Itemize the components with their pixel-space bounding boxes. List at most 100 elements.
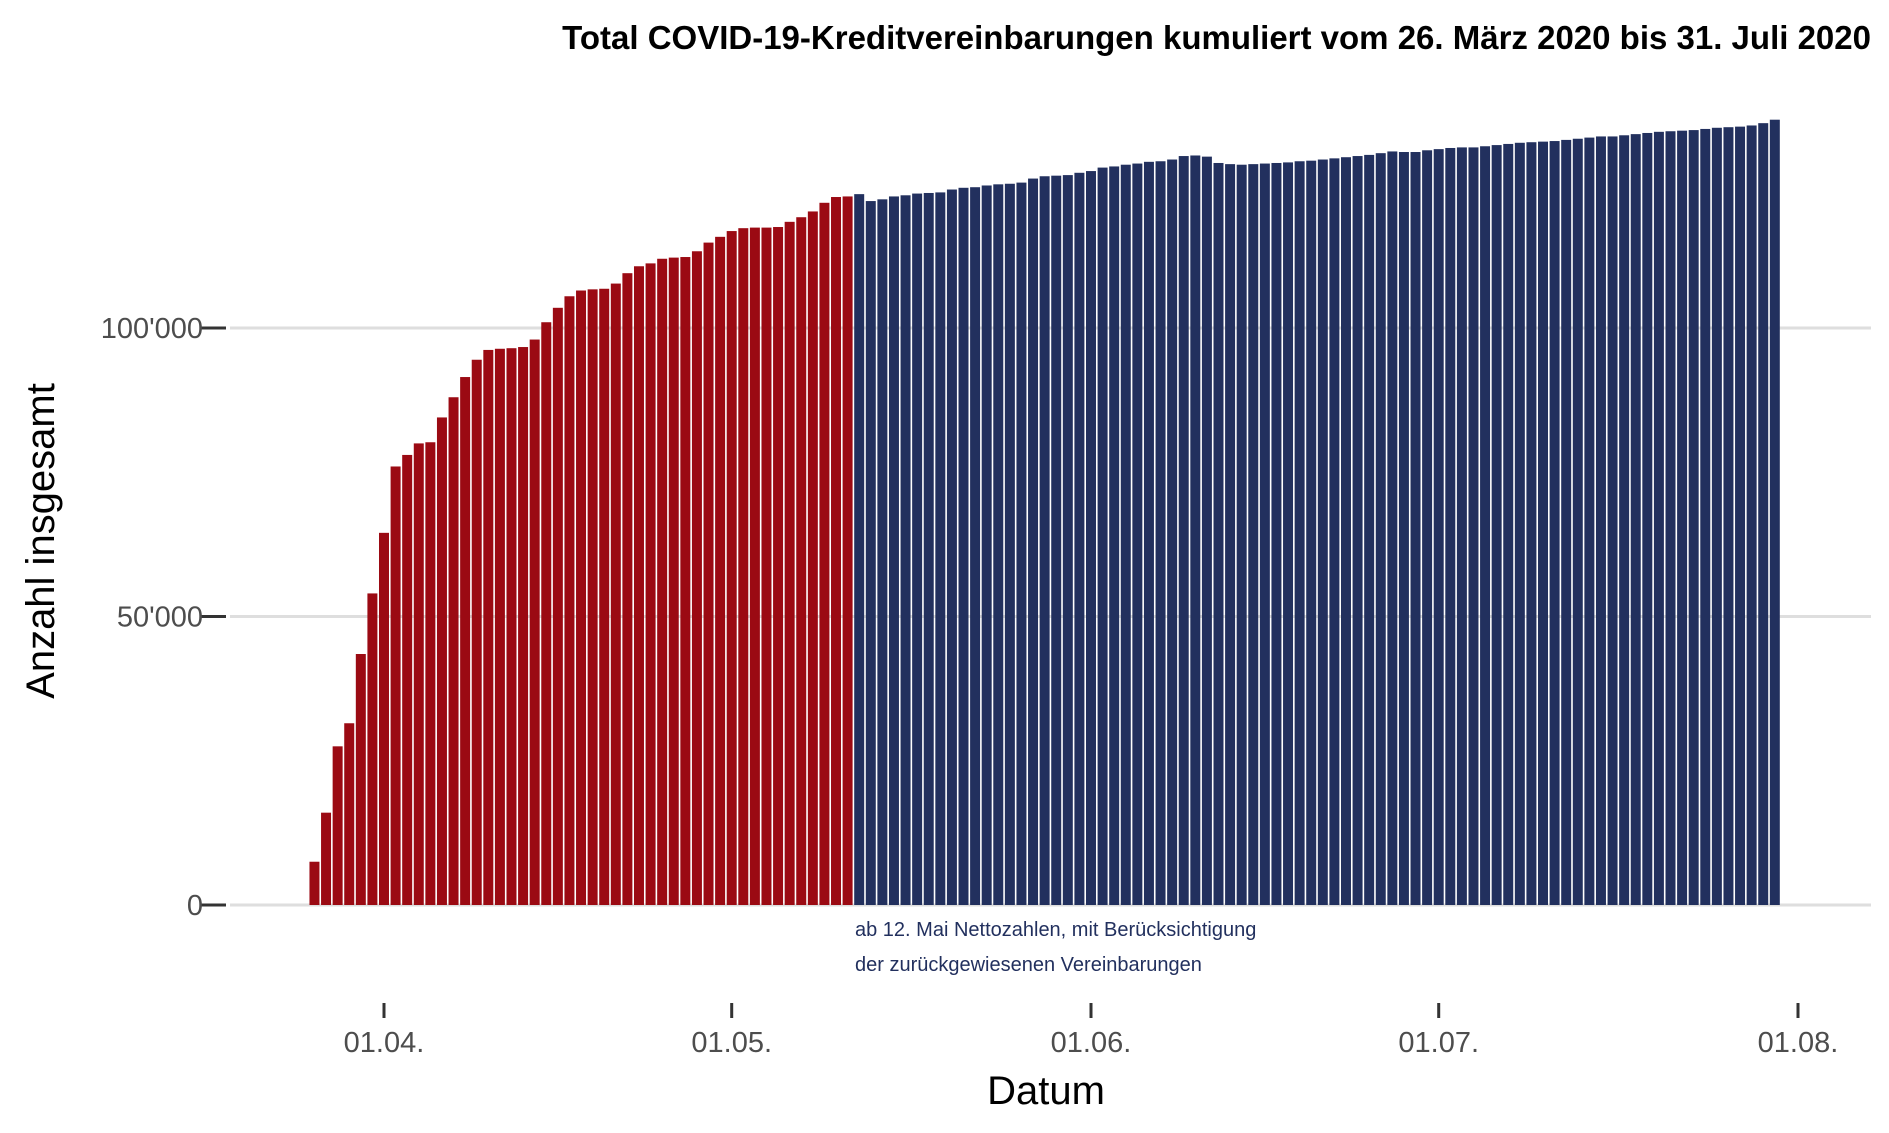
bar [1039, 176, 1050, 905]
axes: 0 50'000 100'000 01.04. 01.05. 01.06. 01.07. 01… [101, 313, 1839, 1059]
bar [413, 443, 424, 905]
bar [1097, 167, 1108, 906]
bar [923, 192, 934, 906]
x-tick-label: 01.04. [344, 1027, 425, 1059]
bar [970, 187, 981, 905]
bars [309, 119, 1780, 906]
bar [1155, 161, 1166, 905]
bar [668, 257, 679, 905]
bar [332, 746, 343, 905]
bar [1375, 153, 1386, 906]
bar [529, 339, 540, 905]
bar [425, 442, 436, 905]
bar [321, 812, 332, 905]
bar [1283, 162, 1294, 905]
bar [1167, 159, 1178, 905]
bar [1271, 162, 1282, 906]
bar [1132, 163, 1143, 906]
bar [622, 273, 633, 905]
bar [1259, 163, 1270, 906]
bar [819, 202, 830, 906]
bar [796, 217, 807, 906]
bar [1364, 154, 1375, 905]
bar [1248, 164, 1259, 905]
bar [379, 532, 389, 905]
bar [448, 397, 459, 905]
bar [888, 196, 899, 905]
y-tick-label: 100'000 [101, 313, 203, 345]
bar [1410, 152, 1421, 905]
x-tick-label: 01.07. [1398, 1027, 1479, 1059]
bar [1306, 160, 1317, 906]
y-axis-title: Anzahl insgesamt [19, 383, 63, 699]
bar [1619, 135, 1630, 905]
bar [935, 192, 946, 905]
bar [518, 347, 529, 905]
bar [657, 258, 668, 905]
bar [958, 187, 969, 906]
bar [506, 348, 517, 905]
bar [1723, 127, 1734, 905]
bar [1329, 158, 1340, 906]
bar [877, 199, 888, 905]
bar [1352, 156, 1363, 906]
bar [1213, 162, 1224, 906]
bar [355, 654, 366, 905]
x-axis-title: Datum [987, 1069, 1105, 1113]
bar [344, 723, 355, 905]
bar [1236, 164, 1247, 905]
bar [854, 194, 865, 905]
bar [599, 288, 610, 905]
bar [1653, 131, 1664, 905]
annotation-line-1: ab 12. Mai Nettozahlen, mit Berücksichti… [855, 919, 1256, 941]
bar [1445, 147, 1456, 906]
bar [1572, 138, 1583, 906]
x-tick-label: 01.08. [1758, 1027, 1839, 1059]
bar [1004, 183, 1015, 905]
bar [436, 417, 447, 905]
bar [1735, 126, 1746, 905]
bar [1549, 141, 1560, 906]
bar [1630, 134, 1641, 905]
bar [1595, 136, 1606, 905]
bar [1074, 172, 1085, 906]
bar [1143, 161, 1154, 905]
bar [1201, 156, 1212, 905]
bar [1746, 125, 1757, 906]
bar [1086, 171, 1096, 905]
bar [390, 466, 401, 905]
bar [1491, 145, 1502, 906]
bar [1109, 166, 1120, 905]
bar [460, 377, 471, 905]
bar [831, 197, 842, 905]
bar [1456, 147, 1467, 905]
bar [564, 296, 575, 905]
bar [1468, 147, 1479, 905]
bar [610, 283, 621, 905]
bar [738, 228, 749, 905]
bar [749, 227, 760, 906]
bar [1584, 137, 1595, 906]
x-tick-label: 01.06. [1051, 1027, 1132, 1059]
bar [773, 227, 784, 905]
bar [1433, 149, 1444, 905]
bar [703, 242, 714, 906]
bar [900, 195, 911, 906]
bar [1642, 132, 1653, 906]
bar [1422, 150, 1433, 905]
bar [1225, 164, 1236, 905]
bar [471, 359, 482, 905]
bar [1480, 146, 1491, 905]
bar [946, 189, 957, 905]
bar [1387, 151, 1398, 905]
bar [981, 185, 992, 906]
bar [1120, 164, 1131, 905]
bar [912, 193, 923, 905]
bar [807, 211, 818, 905]
x-tick-label: 01.05. [691, 1027, 772, 1059]
bar [680, 257, 691, 905]
bar [1514, 142, 1525, 905]
bar [1769, 119, 1780, 905]
